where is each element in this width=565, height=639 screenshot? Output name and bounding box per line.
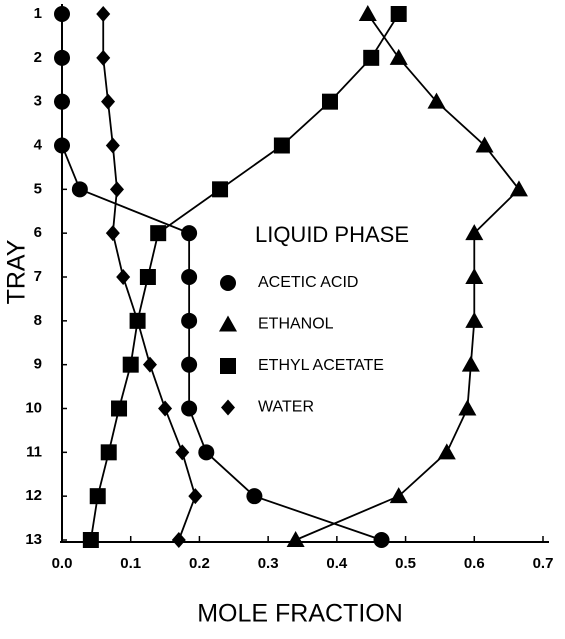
legend-marker bbox=[220, 275, 236, 291]
data-point bbox=[54, 6, 70, 22]
data-point bbox=[390, 6, 407, 22]
data-point bbox=[465, 224, 484, 241]
data-point bbox=[389, 487, 408, 504]
data-point bbox=[181, 312, 198, 329]
legend-marker bbox=[220, 358, 236, 374]
y-tick-label: 6 bbox=[34, 224, 42, 241]
legend-label: ETHANOL bbox=[258, 316, 334, 333]
data-point bbox=[54, 49, 70, 66]
x-tick-label: 0.3 bbox=[258, 555, 279, 572]
data-point bbox=[458, 399, 477, 416]
y-tick-label: 8 bbox=[34, 312, 42, 329]
data-point bbox=[358, 5, 377, 21]
x-tick-label: 0.0 bbox=[52, 555, 73, 572]
data-point bbox=[509, 180, 528, 197]
x-tick-label: 0.1 bbox=[120, 555, 141, 572]
data-point bbox=[139, 269, 156, 285]
x-tick-label: 0.7 bbox=[533, 555, 554, 572]
data-point bbox=[389, 48, 408, 65]
y-tick-label: 11 bbox=[26, 443, 42, 460]
data-point bbox=[122, 356, 139, 373]
legend-label: ETHYL ACETATE bbox=[258, 357, 384, 374]
data-point bbox=[142, 356, 157, 373]
data-point bbox=[158, 400, 173, 417]
y-tick-label: 4 bbox=[34, 136, 43, 153]
y-tick-label: 5 bbox=[34, 180, 42, 197]
data-point bbox=[130, 312, 145, 329]
data-point bbox=[116, 269, 131, 285]
data-point bbox=[273, 137, 290, 154]
data-point bbox=[321, 93, 338, 110]
y-tick-label: 2 bbox=[34, 49, 42, 66]
data-point bbox=[363, 49, 380, 66]
data-point bbox=[427, 92, 446, 109]
y-tick-label: 1 bbox=[34, 5, 42, 22]
x-axis-label: MOLE FRACTION bbox=[197, 600, 403, 628]
data-point bbox=[181, 225, 198, 242]
data-point bbox=[181, 269, 198, 285]
data-point bbox=[465, 268, 484, 284]
x-tick-label: 0.6 bbox=[464, 555, 485, 572]
data-point bbox=[54, 93, 70, 110]
data-point bbox=[246, 488, 263, 505]
x-tick-label: 0.5 bbox=[395, 555, 416, 572]
y-axis-label: TRAY bbox=[3, 239, 31, 304]
data-point bbox=[82, 532, 99, 548]
data-point bbox=[100, 444, 117, 461]
data-point bbox=[373, 532, 390, 548]
y-tick-label: 7 bbox=[34, 268, 42, 285]
y-tick-label: 13 bbox=[25, 531, 42, 548]
legend-marker bbox=[219, 315, 237, 332]
x-tick-label: 0.4 bbox=[326, 555, 348, 572]
data-point bbox=[175, 444, 190, 461]
data-point bbox=[465, 311, 484, 328]
data-point bbox=[286, 531, 305, 547]
data-point bbox=[101, 93, 116, 110]
data-point bbox=[96, 6, 111, 22]
legend-label: ACETIC ACID bbox=[258, 274, 358, 291]
x-tick-label: 0.2 bbox=[189, 555, 210, 572]
data-point bbox=[105, 137, 120, 154]
legend-title: LIQUID PHASE bbox=[255, 222, 409, 247]
legend-marker bbox=[221, 399, 235, 416]
data-point bbox=[54, 137, 70, 154]
data-point bbox=[181, 400, 198, 417]
data-point bbox=[198, 444, 215, 461]
data-point bbox=[437, 443, 456, 460]
data-point bbox=[150, 225, 167, 242]
data-point bbox=[188, 488, 203, 505]
data-point bbox=[461, 355, 480, 372]
y-tick-label: 12 bbox=[25, 487, 42, 504]
data-point bbox=[89, 488, 106, 505]
data-point bbox=[105, 225, 120, 242]
data-point bbox=[111, 400, 128, 417]
data-point bbox=[171, 532, 186, 548]
data-point bbox=[475, 136, 494, 153]
data-point bbox=[96, 49, 111, 66]
data-point bbox=[212, 181, 229, 198]
y-tick-label: 10 bbox=[25, 399, 42, 416]
data-point bbox=[71, 181, 88, 198]
y-tick-label: 3 bbox=[34, 93, 42, 110]
data-point bbox=[181, 356, 198, 373]
data-point bbox=[109, 181, 124, 198]
y-tick-label: 9 bbox=[34, 356, 42, 373]
legend-label: WATER bbox=[258, 399, 314, 416]
